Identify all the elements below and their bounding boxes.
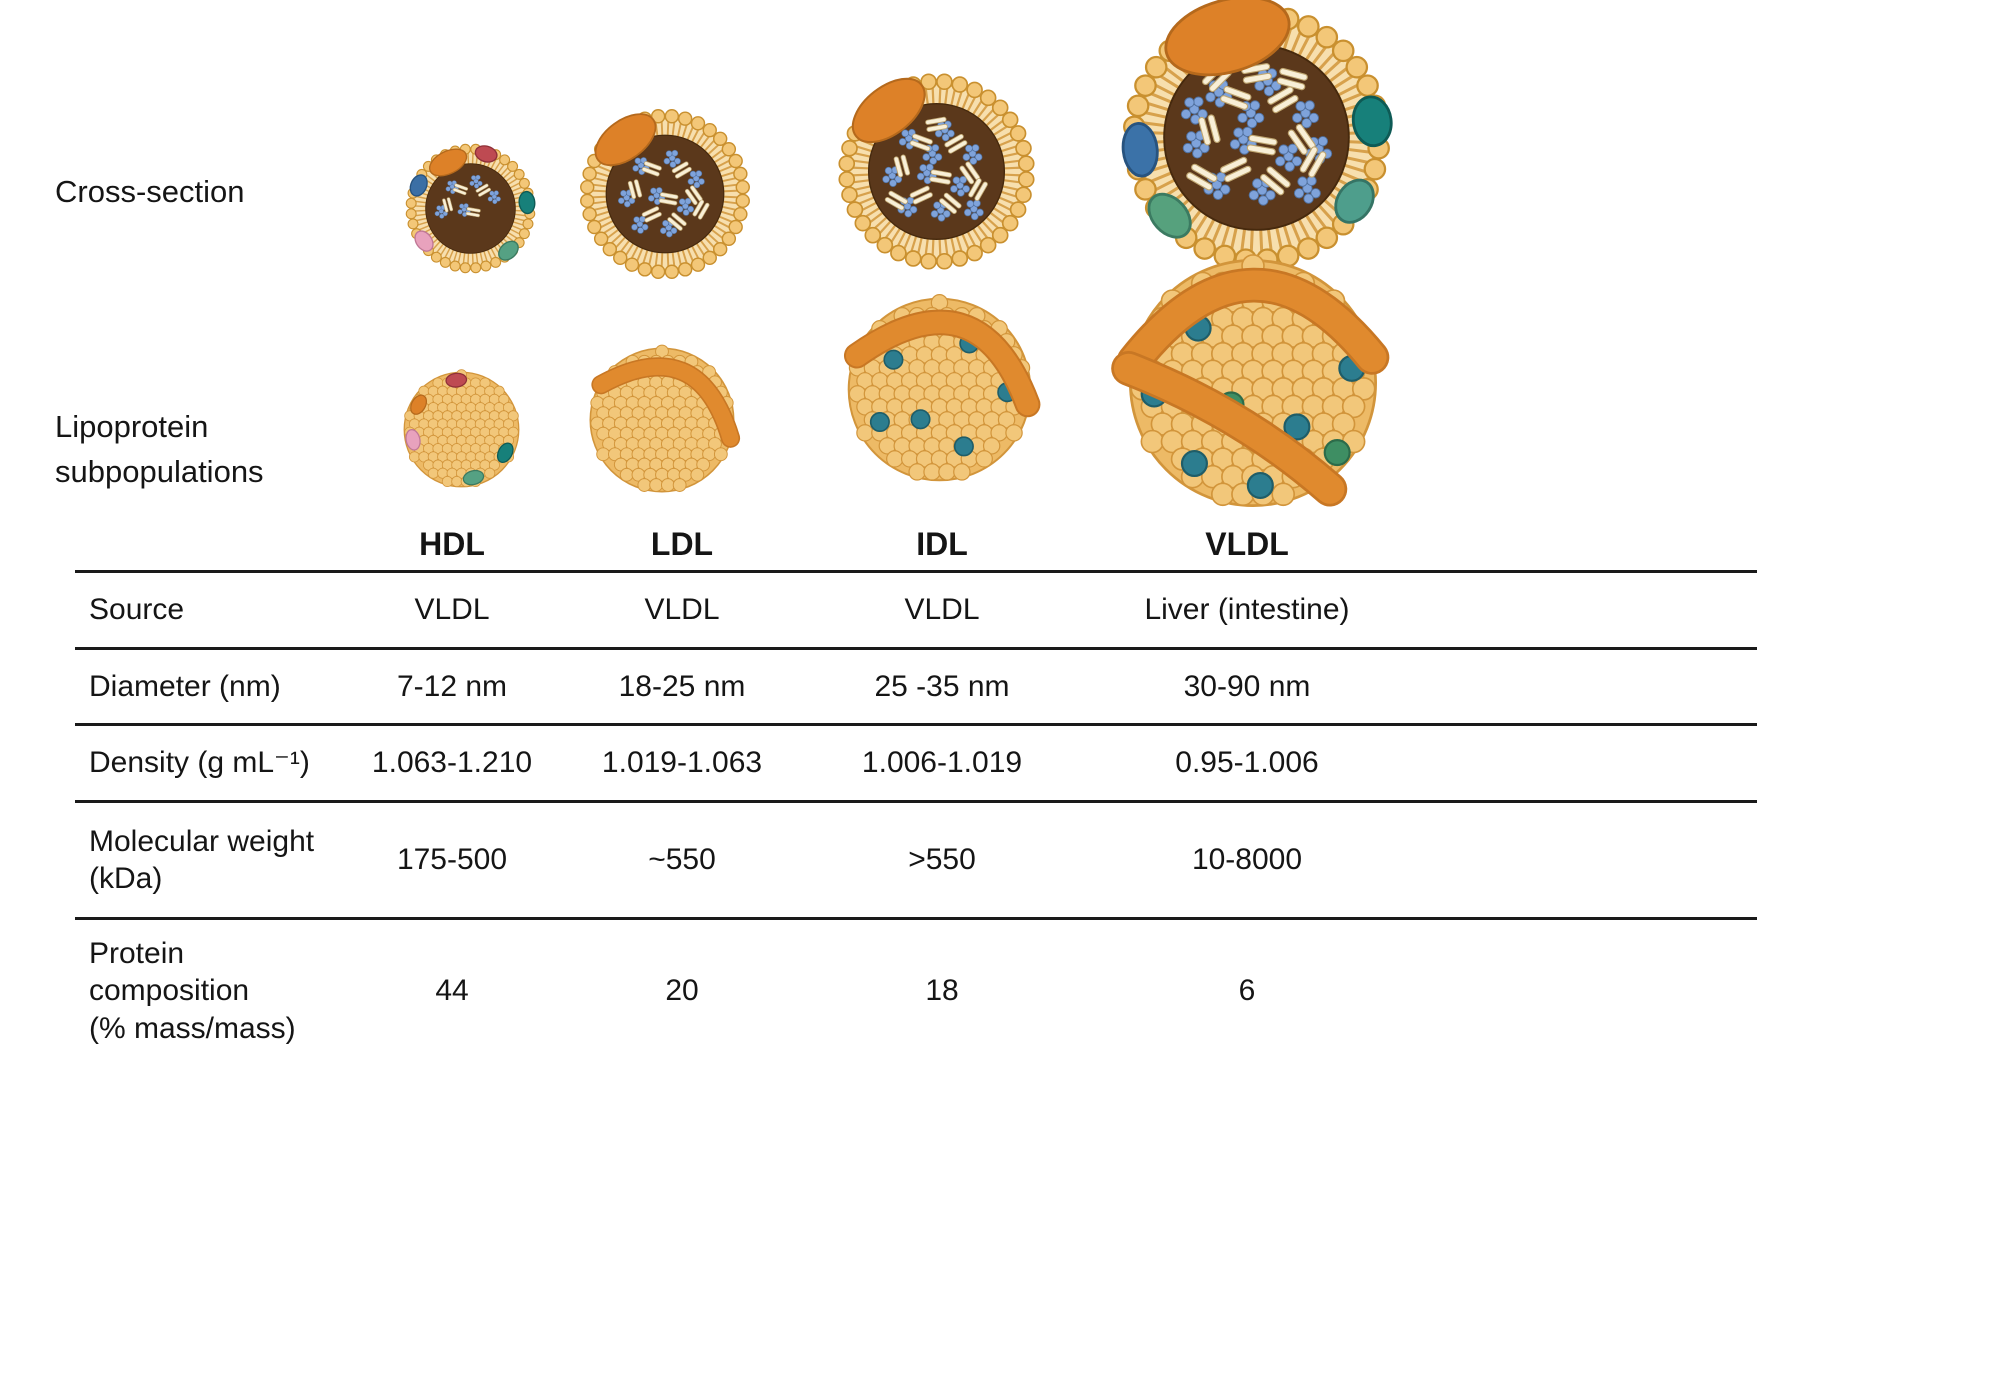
hdl-subpopulation-illustration [403, 369, 520, 488]
column-header-vldl: VLDL [1205, 525, 1289, 562]
idl-subpopulation-illustration [843, 294, 1041, 482]
mw-vldl: 10-8000 [1191, 843, 1303, 876]
protein-vldl: 6 [1238, 974, 1256, 1007]
source-vldl: Liver (intestine) [1144, 593, 1350, 626]
protein-hdl: 44 [435, 974, 469, 1007]
column-header-idl: IDL [916, 525, 968, 562]
cross-section-row-label: Cross-section [55, 174, 245, 209]
source-ldl: VLDL [644, 593, 720, 626]
table-row-density: Density (g mL⁻¹) 1.063-1.210 1.019-1.063… [75, 723, 1757, 800]
lipoprotein-properties-table: HDL LDL IDL VLDL Source VLDL VLDL VLDL L… [75, 518, 1757, 1062]
density-idl: 1.006-1.019 [861, 746, 1023, 779]
diameter-vldl: 30-90 nm [1183, 669, 1311, 703]
table-row-diameter: Diameter (nm) 7-12 nm 18-25 nm 25 -35 nm… [75, 647, 1757, 723]
diameter-idl: 25 -35 nm [874, 669, 1010, 703]
mw-hdl: 175-500 [396, 843, 508, 876]
mw-idl: >550 [908, 843, 976, 876]
density-vldl: 0.95-1.006 [1175, 746, 1319, 779]
row-label-source: Source [89, 593, 185, 627]
column-header-ldl: LDL [650, 525, 714, 562]
hdl-cross-section-illustration [405, 143, 536, 274]
source-hdl: VLDL [414, 593, 490, 626]
row-label-protein-composition: Protein composition (% mass/mass) [89, 936, 296, 1045]
column-header-hdl: HDL [419, 525, 485, 562]
diameter-ldl: 18-25 nm [618, 669, 746, 703]
idl-cross-section-illustration [838, 73, 1035, 270]
row-label-density: Density (g mL⁻¹) [89, 746, 310, 780]
vldl-cross-section-illustration [1121, 0, 1393, 271]
density-hdl: 1.063-1.210 [371, 746, 533, 779]
table-row-protein-composition: Protein composition (% mass/mass) 44 20 … [75, 917, 1757, 1062]
table-row-source: Source VLDL VLDL VLDL Liver (intestine) [75, 570, 1757, 647]
protein-ldl: 20 [665, 974, 699, 1007]
ldl-cross-section-illustration [580, 109, 750, 279]
mw-ldl: ~550 [648, 843, 716, 876]
vldl-subpopulation-illustration [1111, 254, 1390, 507]
protein-idl: 18 [925, 974, 959, 1007]
diameter-hdl: 7-12 nm [396, 669, 508, 703]
source-idl: VLDL [904, 593, 980, 626]
table-row-molecular-weight: Molecular weight (kDa) 175-500 ~550 >550… [75, 800, 1757, 917]
table-header-row: HDL LDL IDL VLDL [75, 518, 1757, 570]
ldl-subpopulation-illustration [589, 344, 741, 493]
density-ldl: 1.019-1.063 [601, 746, 763, 779]
row-label-diameter: Diameter (nm) [89, 669, 281, 703]
row-label-molecular-weight: Molecular weight (kDa) [89, 824, 315, 896]
subpopulations-row-label: Lipoprotein subpopulations [55, 409, 264, 489]
